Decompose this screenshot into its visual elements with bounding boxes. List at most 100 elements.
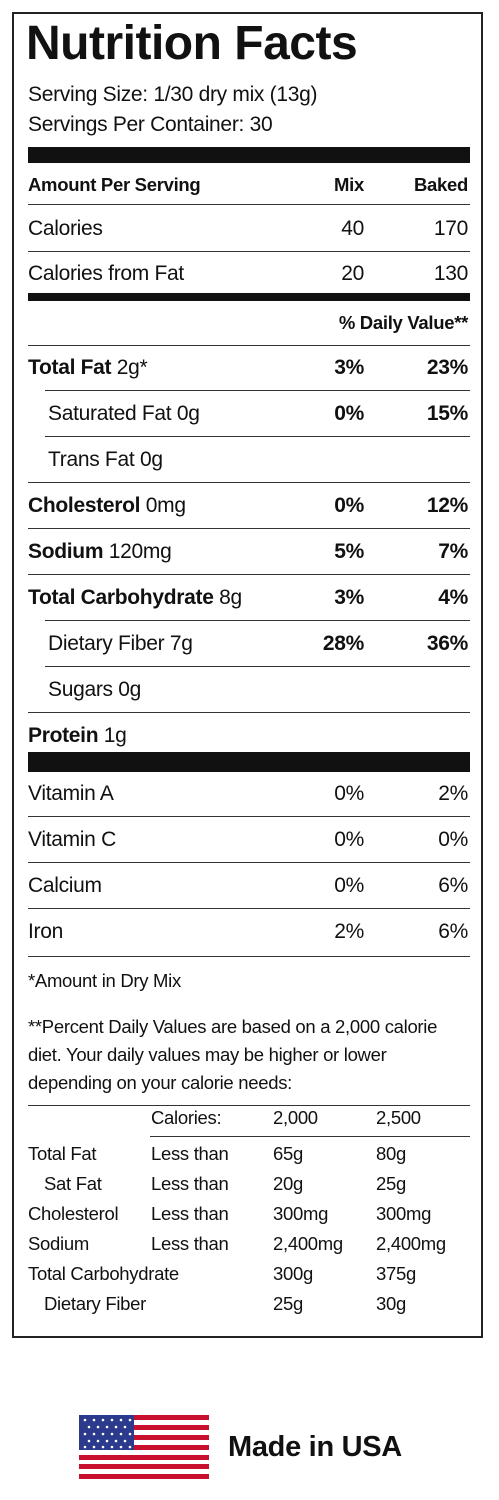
nutrient-baked: 36%	[426, 632, 468, 655]
vitamin-baked: 2%	[438, 782, 468, 805]
nutrient-name: Total Carbohydrate	[28, 586, 214, 609]
daily-table-cell: Total Carbohydrate	[28, 1263, 179, 1284]
nutrient-baked: 7%	[438, 540, 468, 563]
vitamin-name: Calcium	[28, 874, 102, 897]
daily-table-cell: Dietary Fiber	[44, 1293, 146, 1314]
vitamin-mix: 0%	[334, 782, 364, 805]
nutrient-mix: 3%	[334, 356, 364, 379]
rule	[150, 1136, 470, 1137]
nutrient-name: Protein	[28, 724, 99, 747]
nutrient-row: Total Fat 2g*	[28, 355, 148, 381]
vitamin-name: Vitamin C	[28, 828, 116, 851]
nutrient-amount: 0g	[176, 402, 200, 425]
vitamin-baked: 6%	[438, 920, 468, 943]
nutrient-amount: 8g	[219, 586, 242, 609]
nutrient-baked: 15%	[426, 402, 468, 425]
daily-table-header: 2,000	[273, 1107, 318, 1128]
nutrient-row: Sugars 0g	[48, 677, 141, 703]
nutrient-name: Sugars	[48, 678, 113, 701]
daily-table-cell: 300mg	[376, 1203, 432, 1224]
rule	[45, 390, 470, 391]
serving-size: Serving Size: 1/30 dry mix (13g)	[28, 83, 318, 106]
daily-value-header: % Daily Value**	[338, 312, 468, 333]
daily-table-cell: 65g	[273, 1143, 303, 1164]
nutrient-mix: 0%	[334, 402, 364, 425]
nutrient-name: Total Fat	[28, 356, 112, 379]
nutrient-amount: 1g	[103, 724, 127, 747]
nutrient-name: Sodium	[28, 540, 104, 563]
rule	[45, 666, 470, 667]
nutrient-mix: 0%	[334, 494, 364, 517]
rule	[28, 574, 470, 575]
nutrient-mix: 5%	[334, 540, 364, 563]
daily-table-cell: Cholesterol	[28, 1203, 119, 1224]
nutrient-amount: 0g	[118, 678, 142, 701]
calorie-label: Calories from Fat	[28, 262, 184, 285]
rule	[28, 204, 470, 205]
rule	[28, 956, 470, 957]
daily-table-cell: 300mg	[273, 1203, 329, 1224]
nutrient-row: Cholesterol 0mg	[28, 493, 186, 519]
vitamin-baked: 6%	[438, 874, 468, 897]
calorie-mix: 40	[341, 217, 364, 240]
nutrient-baked: 4%	[438, 586, 468, 609]
rule	[28, 908, 470, 909]
nutrient-baked: 12%	[426, 494, 468, 517]
nutrient-amount: 120mg	[108, 540, 172, 563]
nutrient-amount: 7g	[169, 632, 193, 655]
daily-table-cell: Less than	[151, 1143, 229, 1164]
header-label: Amount Per Serving	[28, 174, 201, 195]
label-box	[12, 12, 483, 1338]
rule	[28, 528, 470, 529]
daily-table-cell: 300g	[273, 1263, 313, 1284]
thick-rule	[28, 293, 470, 301]
rule	[28, 862, 470, 863]
nutrient-row: Saturated Fat 0g	[48, 401, 200, 427]
calorie-baked: 170	[433, 217, 468, 240]
daily-table-cell: Total Fat	[28, 1143, 97, 1164]
daily-table-cell: Less than	[151, 1203, 229, 1224]
nutrient-amount: 0g	[139, 448, 163, 471]
nutrient-baked: 23%	[426, 356, 468, 379]
rule	[28, 712, 470, 713]
header-baked: Baked	[413, 174, 468, 195]
nutrient-name: Cholesterol	[28, 494, 141, 517]
nutrient-row: Protein 1g	[28, 723, 127, 749]
calorie-mix: 20	[341, 262, 364, 285]
nutrient-name: Saturated Fat	[48, 402, 172, 425]
daily-table-cell: Less than	[151, 1233, 229, 1254]
calorie-label: Calories	[28, 217, 103, 240]
nutrient-amount: 0mg	[145, 494, 186, 517]
footnote: **Percent Daily Values are based on a 2,…	[28, 1016, 438, 1093]
daily-table-header: 2,500	[376, 1107, 421, 1128]
rule	[45, 620, 470, 621]
servings-per-container: Servings Per Container: 30	[28, 113, 273, 136]
daily-table-cell: Sat Fat	[44, 1173, 102, 1194]
vitamin-name: Vitamin A	[28, 782, 114, 805]
daily-table-cell: 30g	[376, 1293, 406, 1314]
daily-table-cell: 25g	[273, 1293, 303, 1314]
rule	[28, 345, 470, 346]
daily-table-cell: 375g	[376, 1263, 416, 1284]
origin: Made in USA	[228, 1431, 402, 1463]
rule	[28, 816, 470, 817]
thick-rule	[28, 752, 470, 772]
vitamin-mix: 2%	[334, 920, 364, 943]
nutrient-row: Trans Fat 0g	[48, 447, 163, 473]
rule	[28, 1105, 470, 1106]
nutrient-name: Trans Fat	[48, 448, 135, 471]
daily-table-cell: 2,400mg	[273, 1233, 343, 1254]
thick-rule	[28, 147, 470, 163]
daily-table-cell: Less than	[151, 1173, 229, 1194]
vitamin-mix: 0%	[334, 828, 364, 851]
nutrient-mix: 3%	[334, 586, 364, 609]
vitamin-mix: 0%	[334, 874, 364, 897]
footnote: *Amount in Dry Mix	[28, 970, 181, 991]
title: Nutrition Facts	[26, 17, 358, 70]
rule	[45, 436, 470, 437]
nutrient-row: Dietary Fiber 7g	[48, 631, 193, 657]
nutrient-row: Sodium 120mg	[28, 539, 172, 565]
daily-table-header: Calories:	[151, 1107, 222, 1128]
header-mix: Mix	[334, 174, 364, 195]
